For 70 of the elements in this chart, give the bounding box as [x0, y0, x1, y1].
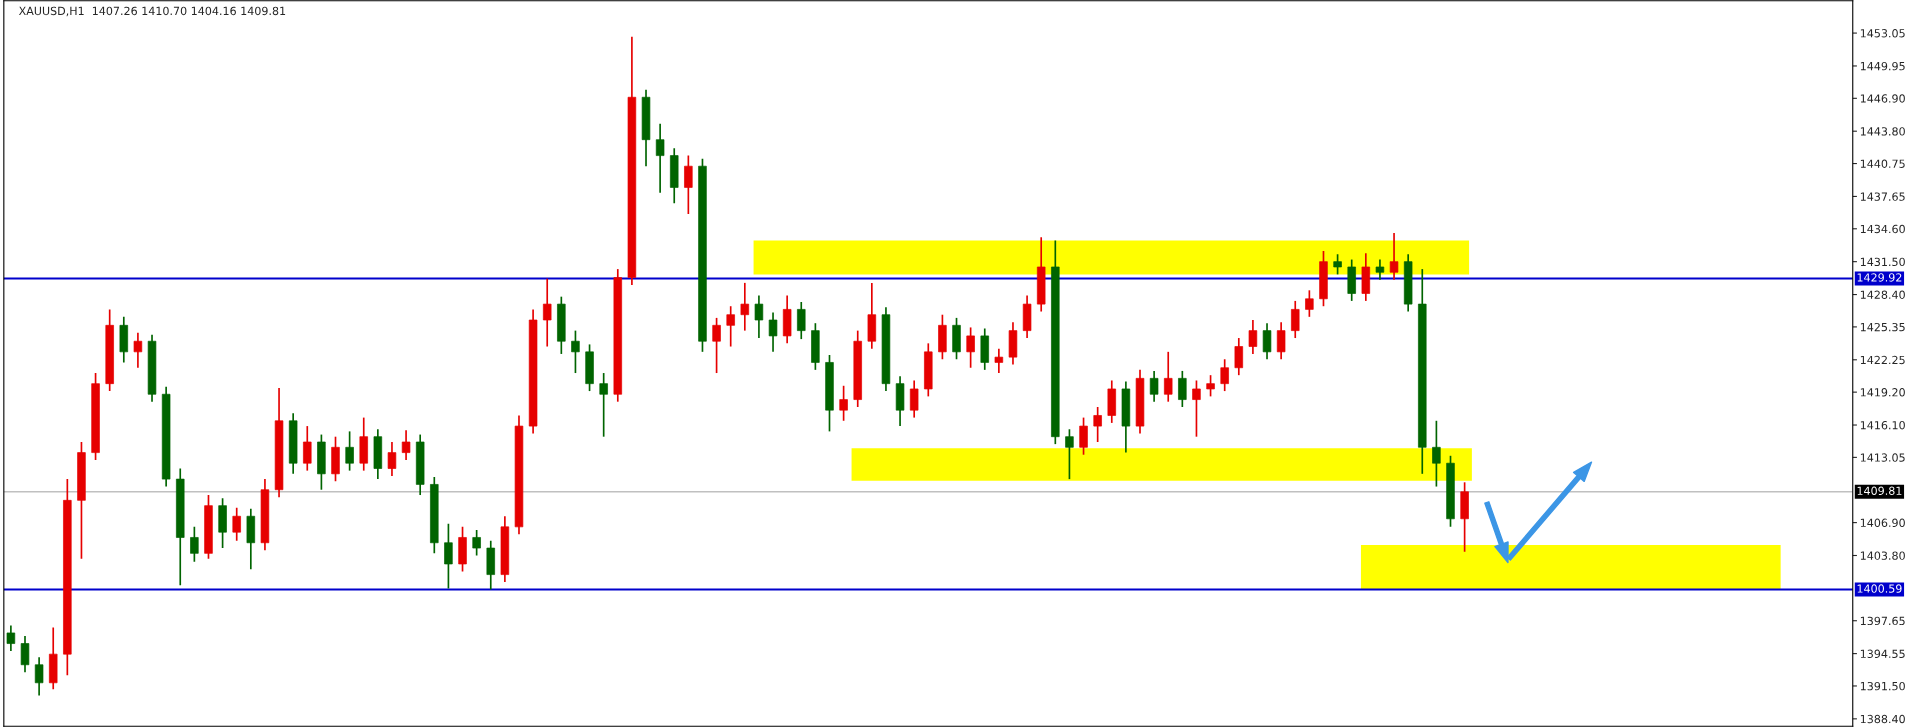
candlestick	[34, 656, 44, 697]
candlestick	[839, 384, 848, 422]
y-tick-label: 1443.80	[1860, 127, 1905, 136]
y-tick-label: 1431.50	[1860, 257, 1905, 267]
candlestick	[1389, 232, 1399, 281]
y-tick-label: 1453.05	[1860, 29, 1905, 38]
candlestick	[1178, 370, 1187, 408]
candlestick	[599, 372, 608, 438]
candlestick	[797, 301, 806, 340]
y-tick-label: 1437.65	[1860, 192, 1905, 201]
candlestick	[1375, 258, 1385, 281]
candlestick	[1234, 337, 1244, 377]
candlestick	[133, 331, 143, 369]
candlestick	[1305, 289, 1314, 318]
candlestick	[768, 311, 778, 353]
ref-line-label: 1429.92	[1857, 273, 1902, 282]
candlestick	[6, 624, 16, 652]
candlestick	[1276, 321, 1286, 361]
candlestick	[740, 282, 750, 332]
candlestick	[1079, 416, 1088, 456]
candlestick	[1262, 322, 1272, 361]
candlestick	[303, 425, 312, 472]
y-tick-label: 1425.35	[1860, 322, 1905, 332]
candlestick	[444, 522, 453, 590]
y-tick-label: 1422.25	[1860, 355, 1905, 365]
candlestick	[1333, 253, 1342, 276]
chart-title: XAUUSD,H1 1407.26 1410.70 1404.16 1409.81	[18, 6, 286, 17]
candlestick	[754, 294, 764, 339]
candlestick	[1149, 370, 1159, 403]
y-tick-label: 1419.20	[1860, 388, 1905, 397]
candlestick	[1206, 374, 1215, 398]
y-tick-label: 1403.80	[1860, 551, 1905, 560]
candlestick	[655, 122, 665, 194]
y-tick-label: 1434.60	[1860, 224, 1905, 234]
candlestick	[1220, 358, 1229, 392]
candlestick	[909, 379, 919, 419]
candlestick	[387, 441, 397, 477]
candlestick	[1291, 300, 1300, 339]
ref-line-label: 1409.81	[1857, 486, 1902, 495]
candlestick	[726, 305, 735, 348]
candlestick	[401, 429, 411, 461]
candlestick	[994, 347, 1004, 374]
candlestick	[1065, 428, 1074, 480]
candlestick	[472, 529, 481, 557]
candlestick	[1432, 419, 1441, 488]
candlestick	[542, 277, 552, 348]
y-tick-label: 1406.90	[1860, 518, 1905, 527]
y-tick-label: 1391.50	[1860, 681, 1905, 691]
y-tick-label: 1449.95	[1860, 61, 1905, 71]
candlestick	[571, 329, 580, 374]
y-tick-label: 1446.90	[1860, 94, 1905, 103]
ref-line-label: 1400.59	[1857, 584, 1902, 593]
candlestick	[190, 526, 199, 563]
candlestick	[1248, 319, 1258, 355]
y-tick-label: 1388.40	[1860, 714, 1905, 724]
candlestick	[712, 317, 721, 374]
y-tick-label: 1397.65	[1860, 616, 1905, 626]
candlestick	[966, 326, 975, 369]
y-tick-label: 1440.75	[1860, 159, 1905, 168]
y-tick-label: 1413.05	[1860, 453, 1905, 462]
y-tick-label: 1394.55	[1860, 649, 1905, 658]
y-tick-label: 1416.10	[1860, 421, 1905, 430]
candlestick	[1192, 379, 1201, 438]
candlestick	[1164, 350, 1173, 403]
y-tick-label: 1428.40	[1860, 290, 1905, 299]
candlestick	[20, 635, 30, 674]
candlestick	[684, 154, 693, 215]
candlestick	[345, 430, 354, 472]
candlestick	[232, 506, 241, 542]
candlestick	[1093, 406, 1102, 443]
